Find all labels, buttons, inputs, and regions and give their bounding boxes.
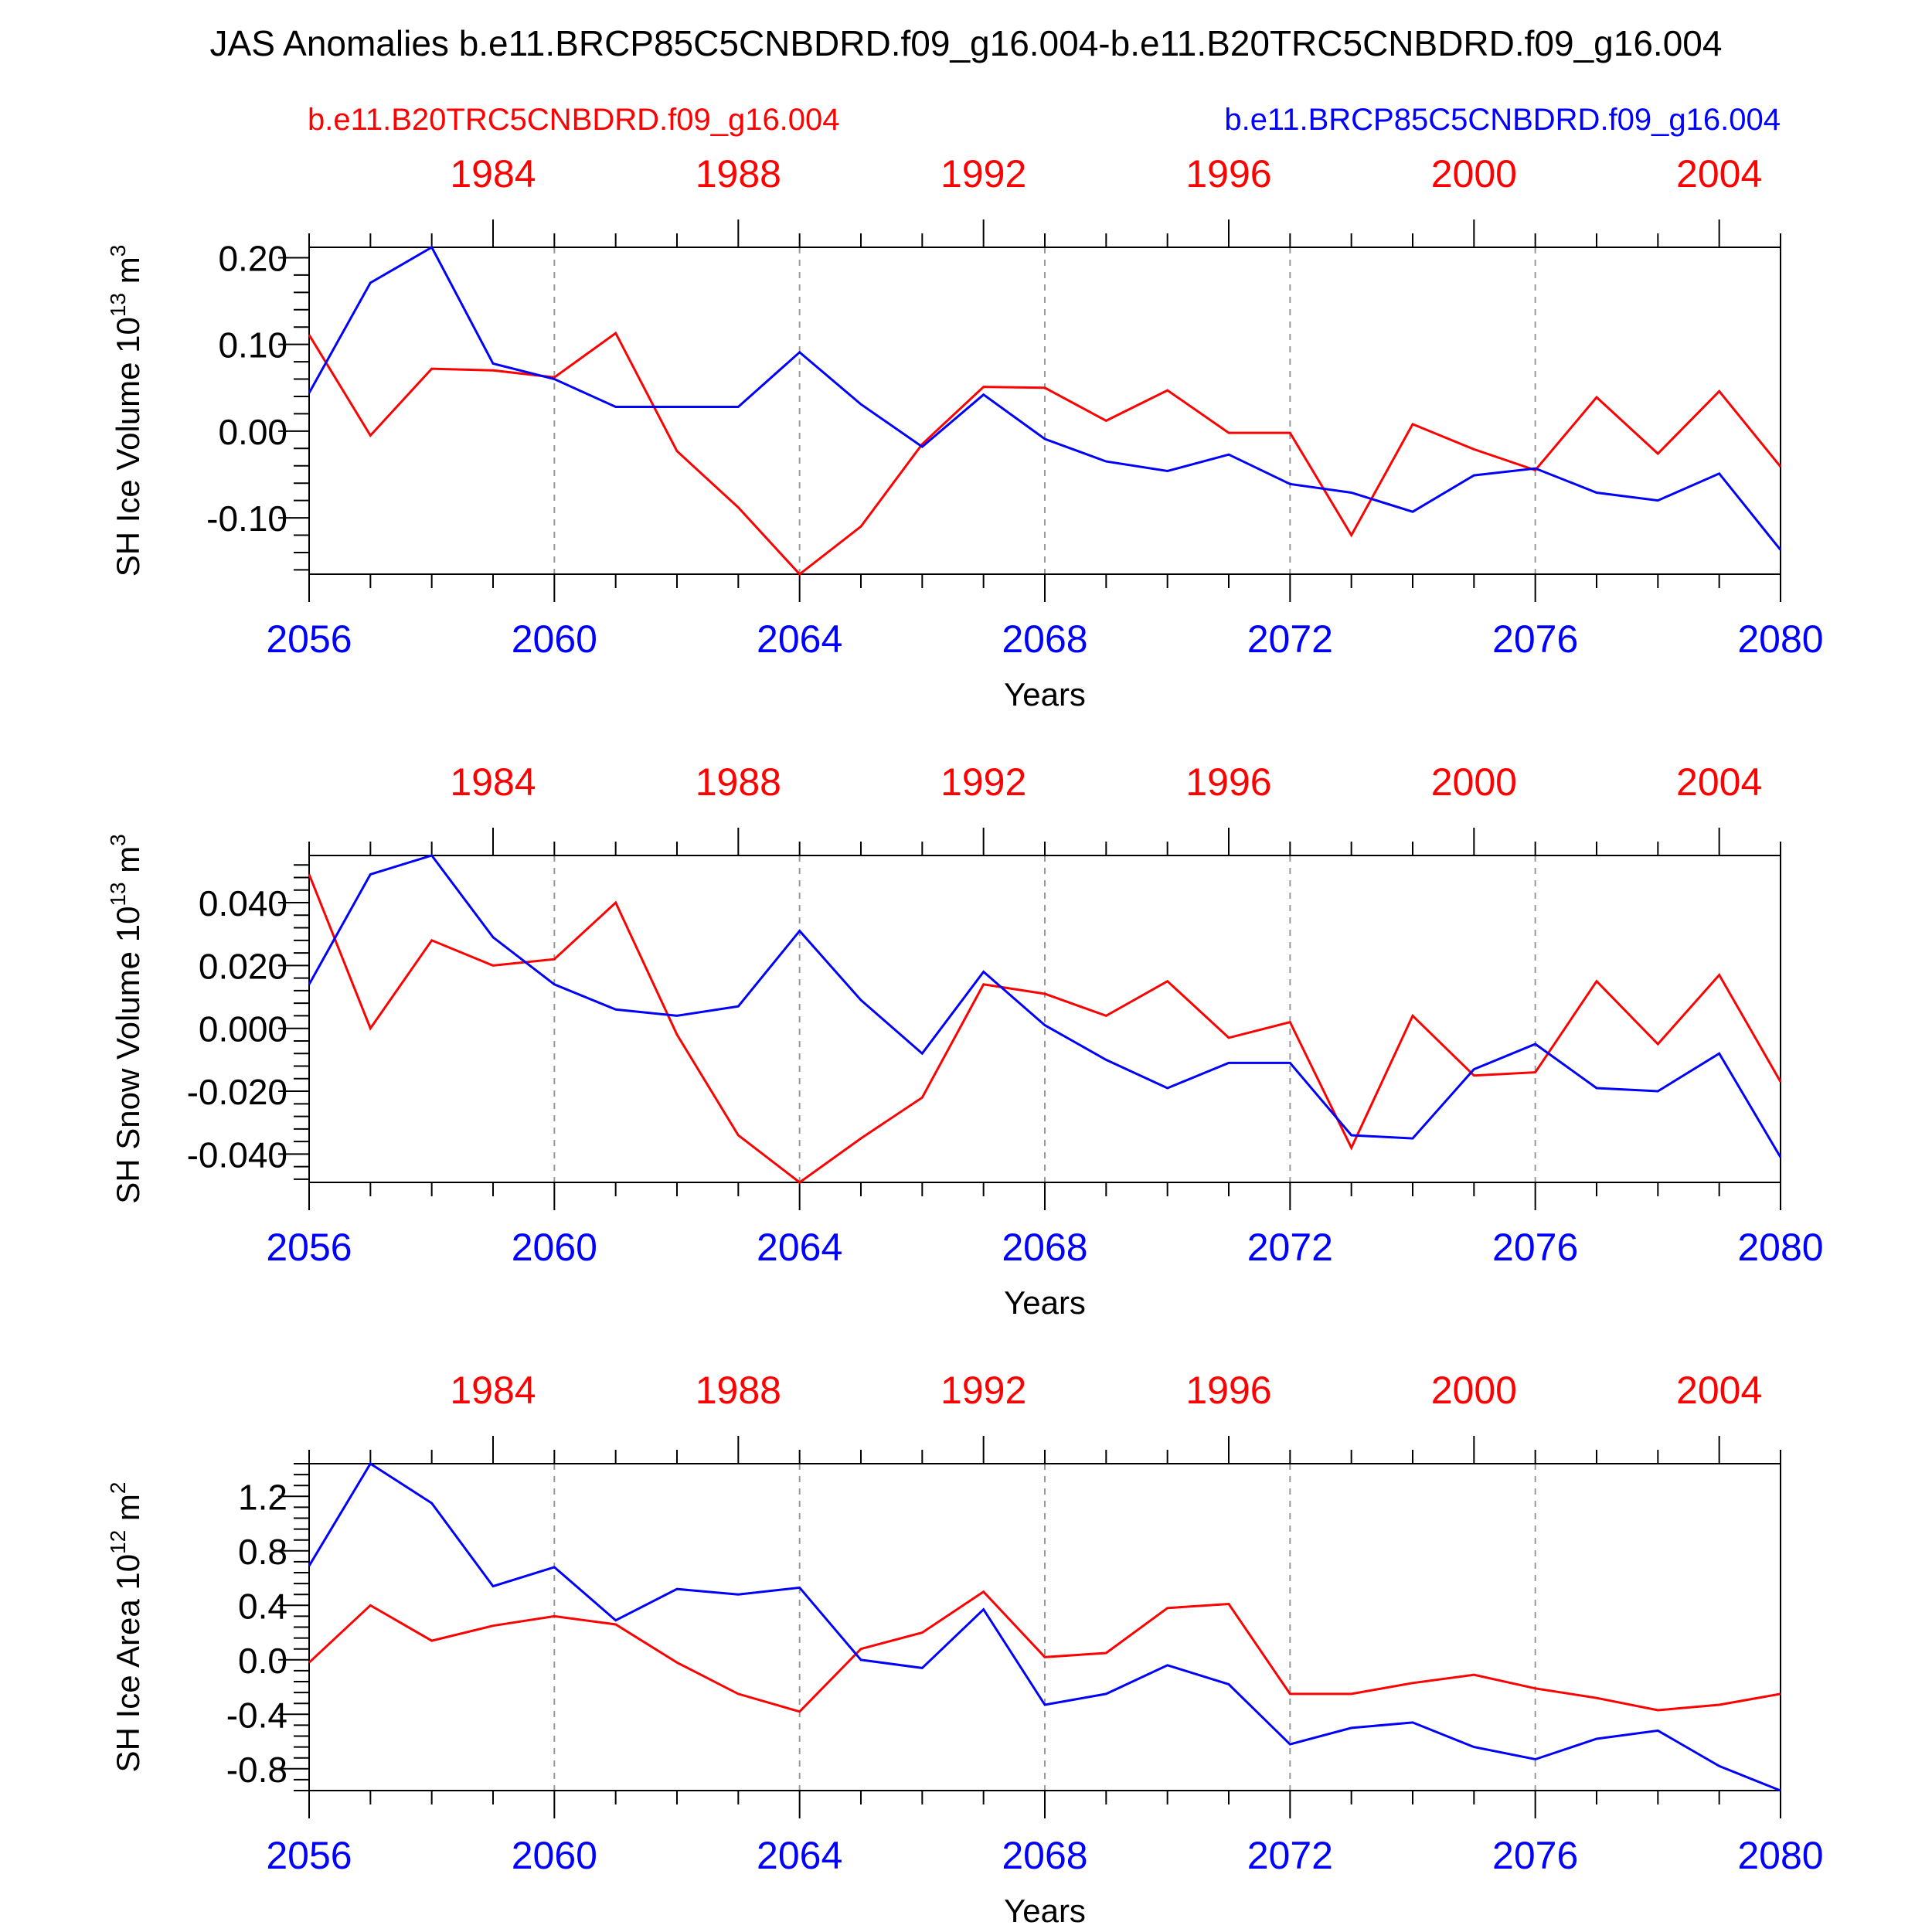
x-axis-label: Years — [1004, 676, 1086, 713]
series-line-historical — [308, 331, 1782, 577]
x-top-tick-label: 1992 — [940, 760, 1026, 804]
x-top-tick-label: 1984 — [450, 760, 536, 804]
x-bottom-tick-label: 2068 — [1002, 617, 1087, 661]
y-tick-label: 0.020 — [199, 946, 287, 986]
x-top-tick-label: 1992 — [940, 1369, 1026, 1412]
y-tick-label: 0.0 — [238, 1641, 287, 1681]
y-tick-label: 0.000 — [199, 1009, 287, 1049]
x-axis-label: Years — [1004, 1893, 1086, 1929]
panel-3: 1.2 0.8 0.4 0.0 -0.4 -0.8 2056 2060 2064 2068 2072… — [106, 1369, 1824, 1929]
y-tick-label: -0.040 — [187, 1134, 287, 1175]
x-bottom-tick-label: 2072 — [1247, 1834, 1333, 1877]
y-tick-label: -0.4 — [226, 1695, 287, 1735]
x-top-tick-label: 2004 — [1676, 1369, 1762, 1412]
y-tick-label: 1.2 — [238, 1477, 287, 1517]
series-line-historical — [308, 873, 1782, 1184]
x-bottom-tick-label: 2056 — [266, 1226, 352, 1269]
x-bottom-tick-label: 2080 — [1737, 1834, 1823, 1877]
legend-historical: b.e11.B20TRC5CNBDRD.f09_g16.004 — [308, 103, 840, 137]
x-top-tick-label: 2000 — [1431, 152, 1517, 196]
x-bottom-tick-label: 2076 — [1492, 1834, 1578, 1877]
series-line-future — [308, 1461, 1781, 1792]
panels: 0.20 0.10 0.00 -0.10 2056 2060 2064 2068 2072 207… — [106, 152, 1824, 1929]
x-bottom-tick-label: 2060 — [512, 1226, 597, 1269]
x-bottom-tick-label: 2076 — [1492, 1226, 1578, 1269]
x-bottom-tick-label: 2060 — [512, 617, 597, 661]
x-bottom-tick-label: 2060 — [512, 1834, 597, 1877]
x-top-tick-label: 1988 — [696, 1369, 781, 1412]
y-axis-label: SH Snow Volume 1013 m3 — [106, 834, 146, 1204]
x-top-tick-label: 2004 — [1676, 760, 1762, 804]
x-bottom-tick-label: 2072 — [1247, 1226, 1333, 1269]
panel-2: 0.040 0.020 0.000 -0.020 -0.040 2056 2060 2064 2… — [106, 760, 1824, 1321]
x-top-tick-label: 2000 — [1431, 1369, 1517, 1412]
x-bottom-tick-label: 2056 — [266, 617, 352, 661]
x-bottom-tick-label: 2056 — [266, 1834, 352, 1877]
y-axis-label: SH Ice Area 1012 m2 — [106, 1482, 146, 1773]
x-top-tick-label: 1996 — [1185, 1369, 1271, 1412]
x-top-tick-label: 2000 — [1431, 760, 1517, 804]
x-top-tick-label: 1984 — [450, 152, 536, 196]
x-bottom-tick-label: 2064 — [757, 617, 842, 661]
legend-future: b.e11.BRCP85C5CNBDRD.f09_g16.004 — [1224, 103, 1781, 137]
y-tick-label: 0.00 — [218, 412, 287, 452]
x-top-tick-label: 1984 — [450, 1369, 536, 1412]
x-bottom-tick-label: 2068 — [1002, 1226, 1087, 1269]
series-line-future — [308, 245, 1782, 551]
x-bottom-tick-label: 2068 — [1002, 1834, 1087, 1877]
x-top-tick-label: 2004 — [1676, 152, 1762, 196]
y-axis-label: SH Ice Volume 1013 m3 — [106, 245, 146, 577]
x-bottom-tick-label: 2076 — [1492, 617, 1578, 661]
x-bottom-tick-label: 2080 — [1737, 617, 1823, 661]
y-tick-label: -0.8 — [226, 1750, 287, 1790]
x-axis-label: Years — [1004, 1284, 1086, 1321]
x-bottom-tick-label: 2080 — [1737, 1226, 1823, 1269]
y-tick-label: -0.10 — [206, 498, 287, 539]
x-top-tick-label: 1992 — [940, 152, 1026, 196]
x-bottom-tick-label: 2064 — [757, 1226, 842, 1269]
x-bottom-tick-label: 2064 — [757, 1834, 842, 1877]
y-tick-label: 0.10 — [218, 325, 287, 366]
series-line-future — [308, 854, 1782, 1158]
x-top-tick-label: 1988 — [696, 152, 781, 196]
y-tick-label: 0.20 — [218, 238, 287, 278]
y-tick-label: 0.4 — [238, 1586, 287, 1626]
y-tick-label: 0.040 — [199, 883, 287, 923]
panel-1: 0.20 0.10 0.00 -0.10 2056 2060 2064 2068 2072 207… — [106, 152, 1824, 713]
x-top-tick-label: 1996 — [1185, 152, 1271, 196]
x-top-tick-label: 1996 — [1185, 760, 1271, 804]
figure-title: JAS Anomalies b.e11.BRCP85C5CNBDRD.f09_g… — [210, 23, 1723, 63]
x-top-tick-label: 1988 — [696, 760, 781, 804]
x-bottom-tick-label: 2072 — [1247, 617, 1333, 661]
y-tick-label: 0.8 — [238, 1532, 287, 1572]
y-tick-label: -0.020 — [187, 1072, 287, 1112]
series-line-historical — [308, 1590, 1781, 1713]
